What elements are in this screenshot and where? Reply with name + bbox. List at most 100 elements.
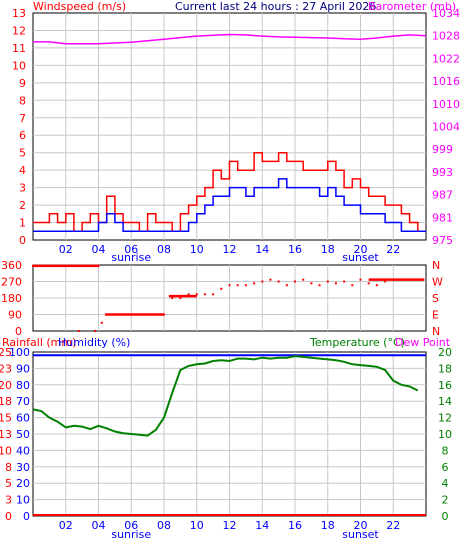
- hour-tick-label: 22: [386, 243, 400, 256]
- direction-point: [384, 280, 387, 283]
- windspeed-tick-label: 0: [19, 234, 26, 247]
- chart-title: Current last 24 hours : 27 April 2026: [175, 0, 376, 13]
- hour-tick-label: 04: [92, 519, 106, 532]
- compass-tick-label: N: [432, 259, 440, 272]
- temperature-y-ticks: 0 2 4 6 8 10 12 14 16 18 20: [438, 346, 452, 523]
- barometer-tick-label: 1034: [432, 7, 460, 20]
- direction-panel-grid: [33, 265, 426, 331]
- rainfall-tick-label: 8: [5, 461, 12, 474]
- barometer-axis-title: Barometer (mb): [368, 0, 456, 13]
- rainfall-tick-label: 13: [0, 428, 12, 441]
- rainfall-tick-label: 23: [0, 362, 12, 375]
- wind-panel-grid: [33, 13, 426, 240]
- windspeed-tick-label: 11: [12, 42, 26, 55]
- temperature-tick-label: 14: [438, 395, 452, 408]
- temperature-tick-label: 20: [438, 346, 452, 359]
- humidity-tick-label: 40: [16, 444, 30, 457]
- rainfall-tick-label: 3: [5, 494, 12, 507]
- hour-tick-label: 14: [255, 519, 269, 532]
- windspeed-tick-label: 10: [12, 59, 26, 72]
- hour-tick-label: 06: [124, 243, 138, 256]
- temperature-tick-label: 0: [442, 510, 449, 523]
- rainfall-tick-label: 25: [0, 346, 12, 359]
- hour-tick-label: 16: [288, 519, 302, 532]
- direction-point: [171, 297, 174, 299]
- temperature-tick-label: 10: [438, 428, 452, 441]
- direction-point: [326, 280, 329, 283]
- windspeed-tick-label: 12: [12, 24, 26, 37]
- hour-tick-label: 06: [124, 519, 138, 532]
- direction-point: [334, 282, 337, 285]
- compass-tick-label: E: [432, 309, 439, 322]
- hour-tick-label: 02: [59, 519, 73, 532]
- direction-point: [77, 330, 80, 332]
- direction-point: [187, 293, 190, 296]
- humidity-tick-label: 80: [16, 379, 30, 392]
- direction-panel-marks: [32, 264, 425, 332]
- direction-point: [100, 321, 103, 324]
- temperature-series-line: [32, 355, 419, 437]
- humidity-tick-label: 70: [16, 395, 30, 408]
- barometer-tick-label: 1004: [432, 121, 460, 134]
- rainfall-axis-title: Rainfall (mm): [2, 336, 76, 349]
- rainfall-tick-label: 15: [0, 412, 12, 425]
- wind-panel-x-ticks: 02 04 06 08 10 12 14 16 18 20 22 sunrise sunset: [59, 243, 401, 264]
- direction-point: [94, 330, 97, 332]
- hour-tick-label: 10: [190, 519, 204, 532]
- humidity-tick-label: 90: [16, 362, 30, 375]
- degree-tick-label: 180: [1, 292, 22, 305]
- barometer-tick-label: 975: [432, 234, 453, 247]
- barometer-tick-label: 993: [432, 166, 453, 179]
- degree-tick-label: 0: [15, 325, 22, 338]
- humidity-tick-label: 30: [16, 461, 30, 474]
- direction-point: [375, 284, 378, 287]
- temperature-tick-label: 16: [438, 379, 452, 392]
- direction-point: [351, 284, 354, 287]
- hour-tick-label: 20: [354, 243, 368, 256]
- windspeed-tick-label: 7: [19, 112, 26, 125]
- windspeed-tick-label: 2: [19, 199, 26, 212]
- wind-average-series-line: [33, 178, 426, 233]
- hour-tick-label: 08: [157, 519, 171, 532]
- windspeed-tick-label: 3: [19, 182, 26, 195]
- hour-tick-label: 10: [190, 243, 204, 256]
- direction-point: [203, 293, 206, 296]
- direction-degree-ticks: 0 90 180 270 360: [1, 259, 22, 338]
- barometer-tick-label: 981: [432, 211, 453, 224]
- windspeed-tick-label: 4: [19, 164, 26, 177]
- rainfall-tick-label: 20: [0, 379, 12, 392]
- humidity-tick-label: 50: [16, 428, 30, 441]
- sunrise-marker-label: sunrise: [111, 528, 151, 541]
- humidity-axis-title: Humidity (%): [58, 336, 130, 349]
- temp-panel-grid: [33, 352, 426, 516]
- humidity-y-ticks: 0 10 20 30 40 50 60 70 80 90 100: [9, 346, 30, 523]
- direction-point: [302, 278, 305, 281]
- windspeed-tick-label: 6: [19, 129, 26, 142]
- compass-tick-label: S: [432, 292, 439, 305]
- windspeed-tick-label: 9: [19, 77, 26, 90]
- rainfall-y-ticks: 0 3 5 8 10 13 15 18 20 23 25: [0, 346, 12, 523]
- windspeed-axis-title: Windspeed (m/s): [33, 0, 126, 13]
- direction-point: [244, 284, 247, 287]
- hour-tick-label: 12: [223, 243, 237, 256]
- direction-point: [179, 297, 182, 299]
- compass-tick-label: W: [432, 276, 443, 289]
- windspeed-tick-label: 1: [19, 217, 26, 230]
- rainfall-tick-label: 5: [5, 477, 12, 490]
- temp-panel-marks: [32, 354, 426, 516]
- rainfall-tick-label: 0: [5, 510, 12, 523]
- temperature-tick-label: 8: [442, 444, 449, 457]
- wind-panel-marks: [33, 33, 427, 233]
- temperature-axis-title: Temperature (°C): [309, 336, 405, 349]
- direction-point: [294, 280, 296, 283]
- windspeed-series-line: [33, 151, 426, 233]
- hour-tick-label: 18: [321, 243, 335, 256]
- hour-tick-label: 08: [157, 243, 171, 256]
- hour-tick-label: 12: [223, 519, 237, 532]
- hour-tick-label: 04: [92, 243, 106, 256]
- direction-point: [253, 282, 256, 285]
- barometer-series-line: [33, 33, 427, 45]
- direction-point: [318, 284, 321, 287]
